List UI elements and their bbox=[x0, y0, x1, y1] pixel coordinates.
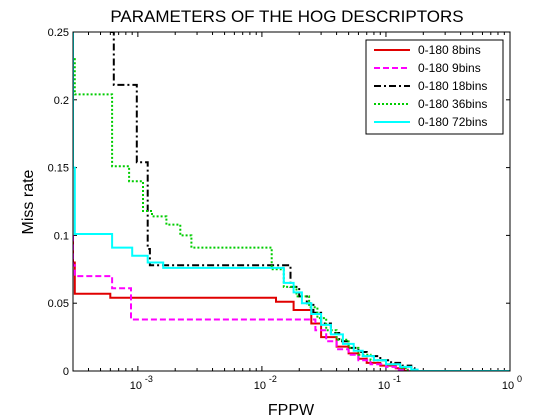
legend-label-1: 0-180 8bins bbox=[418, 43, 481, 57]
x-tick-exponent: -2 bbox=[269, 374, 277, 384]
x-tick-label: 10 bbox=[254, 380, 266, 392]
x-tick-label: 10 bbox=[502, 380, 514, 392]
x-tick-label: 10 bbox=[378, 380, 390, 392]
legend-label-4: 0-180 36bins bbox=[418, 97, 487, 111]
legend-label-2: 0-180 9bins bbox=[418, 61, 481, 75]
plot-frame bbox=[72, 31, 511, 372]
legend-items: 0-180 8bins 0-180 9bins 0-180 18bins 0-180 … bbox=[374, 43, 487, 129]
y-ticks: 0 0.05 0.1 0.15 0.2 0.25 bbox=[48, 27, 510, 378]
series-line-4 bbox=[73, 32, 510, 371]
legend-label-5: 0-180 72bins bbox=[418, 115, 487, 129]
y-tick-label: 0.2 bbox=[54, 95, 69, 107]
y-tick-label: 0.1 bbox=[54, 230, 69, 242]
legend-box bbox=[365, 39, 504, 135]
x-axis-label: FPPW bbox=[268, 402, 315, 419]
x-tick-exponent: -3 bbox=[145, 374, 153, 384]
chart-title: PARAMETERS OF THE HOG DESCRIPTORS bbox=[110, 7, 463, 26]
x-tick-exponent: 0 bbox=[517, 374, 522, 384]
legend: 0-180 8bins 0-180 9bins 0-180 18bins 0-180 … bbox=[365, 39, 504, 135]
y-tick-label: 0 bbox=[63, 366, 69, 378]
series-layer bbox=[73, 32, 510, 371]
y-tick-label: 0.15 bbox=[48, 163, 69, 175]
series-line-2 bbox=[73, 235, 510, 371]
series-line-5 bbox=[73, 32, 510, 371]
y-tick-label: 0.05 bbox=[48, 298, 69, 310]
x-tick-exponent: -1 bbox=[393, 374, 401, 384]
y-axis-label: Miss rate bbox=[20, 169, 37, 234]
legend-label-3: 0-180 18bins bbox=[418, 79, 487, 93]
x-tick-label: 10 bbox=[130, 380, 142, 392]
y-tick-label: 0.25 bbox=[48, 27, 69, 39]
